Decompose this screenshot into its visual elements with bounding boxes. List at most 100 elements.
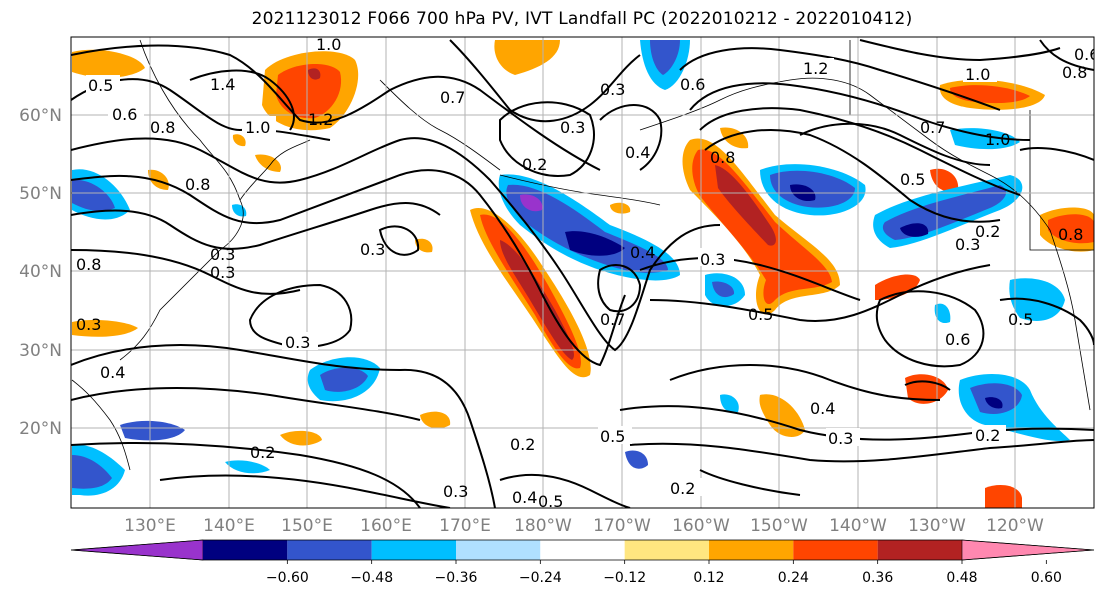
negative-anomaly-region bbox=[1009, 278, 1065, 321]
longitude-label: 170°W bbox=[593, 516, 651, 536]
longitude-label: 130°W bbox=[908, 516, 966, 536]
colorbar-segment bbox=[877, 540, 962, 560]
contour-label: 1.0 bbox=[965, 65, 990, 84]
colorbar-segment bbox=[203, 540, 288, 560]
coastline-layer bbox=[71, 39, 1094, 471]
contour-label: 1.2 bbox=[803, 59, 828, 78]
negative-anomaly-region bbox=[770, 170, 855, 208]
contour-label: 0.7 bbox=[440, 88, 465, 107]
contour-label: 0.8 bbox=[76, 255, 101, 274]
contour-label: 0.7 bbox=[920, 118, 945, 137]
contour-label: 0.8 bbox=[710, 148, 735, 167]
contour-label: 0.2 bbox=[522, 155, 547, 174]
contour-label: 0.8 bbox=[185, 175, 210, 194]
colorbar-segment bbox=[456, 540, 541, 560]
negative-anomaly-region bbox=[225, 460, 270, 474]
contour-label: 0.4 bbox=[100, 363, 125, 382]
contour-label: 1.4 bbox=[210, 75, 235, 94]
negative-anomaly-region bbox=[565, 231, 625, 256]
contour-label: 0.6 bbox=[680, 75, 705, 94]
negative-anomaly-region bbox=[720, 394, 739, 413]
longitude-label: 160°E bbox=[360, 516, 412, 536]
contour-label: 0.5 bbox=[600, 427, 625, 446]
contour-label: 0.2 bbox=[975, 426, 1000, 445]
positive-anomaly-region bbox=[1048, 214, 1094, 244]
colorbar-tick-label: 0.60 bbox=[1031, 570, 1062, 586]
longitude-label: 150°E bbox=[281, 516, 333, 536]
colorbar-tick-label: −0.60 bbox=[266, 570, 309, 586]
positive-anomaly-region bbox=[759, 394, 805, 437]
negative-anomaly-region bbox=[120, 420, 185, 441]
graticule bbox=[71, 37, 1094, 508]
latitude-label: 40°N bbox=[19, 262, 62, 282]
negative-anomaly-region bbox=[625, 450, 648, 469]
colorbar-tick-label: 0.12 bbox=[693, 570, 724, 586]
longitude-label: 130°E bbox=[124, 516, 176, 536]
colorbar-segment bbox=[709, 540, 794, 560]
positive-anomaly-region bbox=[308, 68, 321, 80]
contour-label: 0.3 bbox=[360, 240, 385, 259]
contour-label: 0.3 bbox=[560, 118, 585, 137]
colorbar-segment bbox=[371, 540, 456, 560]
contour-label: 0.3 bbox=[210, 245, 235, 264]
contour-label: 0.2 bbox=[510, 435, 535, 454]
positive-anomaly-region bbox=[72, 49, 145, 78]
colorbar: −0.60 −0.48 −0.36 −0.24 −0.12 0.12 0.24 0.36 0.4… bbox=[70, 539, 1095, 586]
contour-label: 1.2 bbox=[308, 110, 333, 129]
contour-label: 0.8 bbox=[150, 118, 175, 137]
longitude-axis: 130°E 140°E 150°E 160°E 170°E 180°W 170°… bbox=[124, 516, 1044, 536]
negative-anomaly-region bbox=[506, 184, 668, 273]
positive-anomaly-region bbox=[494, 40, 560, 75]
longitude-label: 160°W bbox=[672, 516, 730, 536]
map-title: 2021123012 F066 700 hPa PV, IVT Landfall… bbox=[251, 9, 913, 29]
contour-label: 0.3 bbox=[210, 263, 235, 282]
contour-label: 0.4 bbox=[512, 488, 537, 507]
negative-anomaly-region bbox=[320, 367, 368, 392]
contour-label: 0.4 bbox=[630, 243, 655, 262]
latitude-label: 60°N bbox=[19, 106, 62, 126]
latitude-label: 50°N bbox=[19, 184, 62, 204]
contour-label: 0.4 bbox=[625, 143, 650, 162]
positive-anomaly-region bbox=[985, 485, 1022, 508]
colorbar-segment bbox=[287, 540, 372, 560]
colorbar-segment bbox=[624, 540, 709, 560]
negative-anomaly-region bbox=[72, 179, 115, 211]
contour-label: 0.2 bbox=[250, 443, 275, 462]
contour-label: 0.6 bbox=[1074, 45, 1099, 64]
positive-anomaly-region bbox=[875, 274, 920, 300]
colorbar-segment bbox=[793, 540, 878, 560]
longitude-label: 170°E bbox=[439, 516, 491, 536]
contour-label: 0.5 bbox=[1008, 310, 1033, 329]
positive-anomaly-region bbox=[148, 169, 169, 190]
colorbar-tick-label: −0.12 bbox=[603, 570, 646, 586]
pv-contour-layer bbox=[71, 39, 1094, 508]
contour-label: 0.3 bbox=[600, 80, 625, 99]
longitude-label: 140°E bbox=[203, 516, 255, 536]
contour-label: 0.4 bbox=[810, 399, 835, 418]
contour-label: 0.3 bbox=[700, 250, 725, 269]
contour-label: 0.5 bbox=[748, 305, 773, 324]
colorbar-segment bbox=[540, 540, 625, 560]
contour-label: 0.8 bbox=[1062, 63, 1087, 82]
contour-label: 0.6 bbox=[945, 330, 970, 349]
contour-label: 0.3 bbox=[828, 429, 853, 448]
positive-anomaly-region bbox=[715, 165, 776, 246]
latitude-label: 20°N bbox=[19, 419, 62, 439]
positive-anomaly-region bbox=[255, 154, 281, 172]
positive-anomaly-region bbox=[500, 240, 575, 360]
positive-anomaly-region bbox=[72, 320, 138, 337]
contour-label: 0.3 bbox=[955, 235, 980, 254]
negative-anomaly-region bbox=[520, 194, 543, 212]
colorbar-tick-label: 0.48 bbox=[946, 570, 977, 586]
contour-label: 0.3 bbox=[285, 333, 310, 352]
longitude-label: 150°W bbox=[750, 516, 808, 536]
latitude-axis: 60°N 50°N 40°N 30°N 20°N bbox=[19, 106, 62, 439]
contour-label: 0.2 bbox=[975, 222, 1000, 241]
contour-label: 0.6 bbox=[112, 105, 137, 124]
contour-label: 0.2 bbox=[670, 479, 695, 498]
colorbar-extend-max bbox=[961, 539, 1095, 561]
map-frame bbox=[70, 36, 1095, 509]
positive-anomaly-region bbox=[420, 411, 451, 429]
contour-label: 1.0 bbox=[985, 130, 1010, 149]
